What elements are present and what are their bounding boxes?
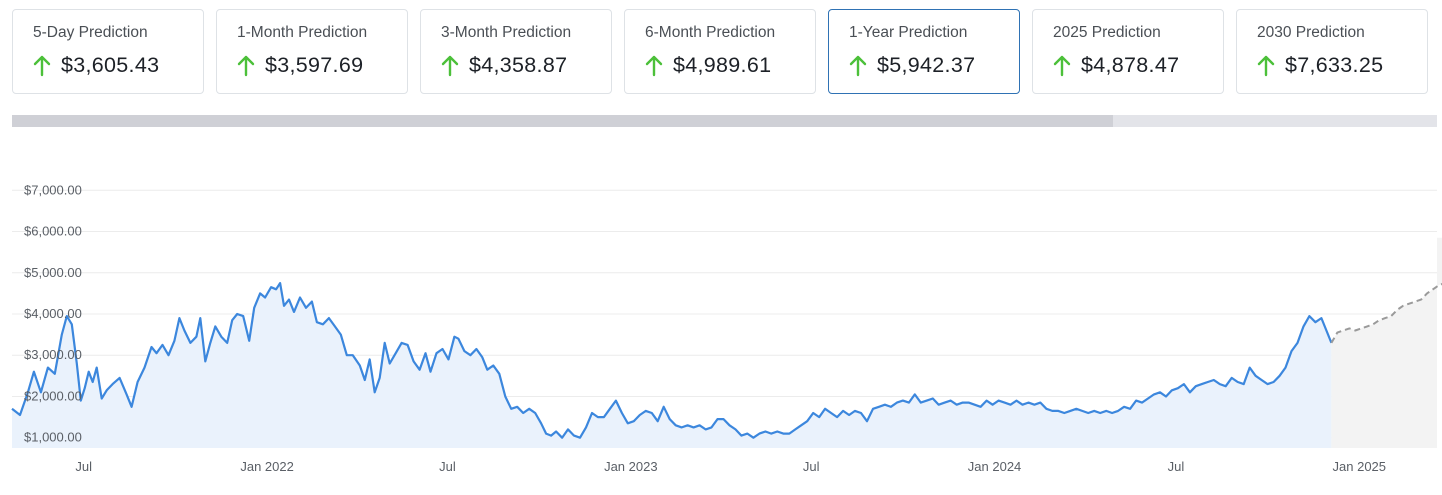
card-row: $4,358.87	[441, 53, 611, 78]
chart-lines	[11, 282, 1442, 439]
card-3-month[interactable]: 3-Month Prediction $4,358.87	[420, 9, 612, 94]
cards-scrollbar[interactable]	[12, 115, 1437, 127]
arrow-up-icon	[1257, 55, 1275, 76]
y-tick-label: $3,000.00	[24, 347, 82, 362]
card-label: 5-Day Prediction	[33, 24, 148, 41]
card-1-year[interactable]: 1-Year Prediction $5,942.37	[828, 9, 1020, 94]
card-2030[interactable]: 2030 Prediction $7,633.25	[1236, 9, 1428, 94]
card-row: $4,989.61	[645, 53, 815, 78]
y-tick-label: $7,000.00	[24, 182, 82, 197]
arrow-up-icon	[849, 55, 867, 76]
arrow-up-icon	[1053, 55, 1071, 76]
arrow-up-icon	[441, 55, 459, 76]
card-value: $3,605.43	[61, 53, 160, 77]
y-tick-label: $2,000.00	[24, 388, 82, 403]
card-label: 2025 Prediction	[1053, 24, 1161, 41]
y-tick-label: $5,000.00	[24, 265, 82, 280]
card-label: 6-Month Prediction	[645, 24, 776, 41]
y-tick-label: $1,000.00	[24, 430, 82, 445]
card-value: $5,942.37	[877, 53, 976, 77]
card-2025[interactable]: 2025 Prediction $4,878.47	[1032, 9, 1224, 94]
forecast-area	[1331, 237, 1442, 448]
card-row: $3,605.43	[33, 53, 203, 78]
history-line	[11, 282, 1333, 439]
card-row: $7,633.25	[1257, 53, 1427, 78]
chart-areas	[12, 237, 1442, 448]
scrollbar-thumb[interactable]	[12, 115, 1113, 127]
card-1-month[interactable]: 1-Month Prediction $3,597.69	[216, 9, 408, 94]
x-tick-label: Jan 2024	[968, 459, 1022, 474]
card-value: $4,878.47	[1081, 53, 1180, 77]
y-tick-label: $6,000.00	[24, 224, 82, 239]
history-area	[12, 283, 1332, 448]
card-row: $3,597.69	[237, 53, 407, 78]
card-row: $4,878.47	[1053, 53, 1223, 78]
arrow-up-icon	[645, 55, 663, 76]
x-tick-label: Jan 2022	[240, 459, 294, 474]
y-tick-label: $4,000.00	[24, 306, 82, 321]
card-value: $7,633.25	[1285, 53, 1384, 77]
card-value: $4,989.61	[673, 53, 772, 77]
x-tick-label: Jul	[75, 459, 92, 474]
x-tick-label: Jan 2023	[604, 459, 658, 474]
price-chart: $1,000.00 $2,000.00 $3,000.00 $4,000.00 $5,0…	[11, 182, 1442, 474]
prediction-cards: 5-Day Prediction $3,605.43 1-Month Predi…	[12, 9, 1428, 94]
card-value: $4,358.87	[469, 53, 568, 77]
card-6-month[interactable]: 6-Month Prediction $4,989.61	[624, 9, 816, 94]
card-label: 2030 Prediction	[1257, 24, 1365, 41]
card-5-day[interactable]: 5-Day Prediction $3,605.43	[12, 9, 204, 94]
x-tick-label: Jul	[439, 459, 456, 474]
arrow-up-icon	[237, 55, 255, 76]
x-axis-ticks: Jul Jan 2022 Jul Jan 2023 Jul Jan 2024 Jul Jan …	[75, 459, 1386, 474]
arrow-up-icon	[33, 55, 51, 76]
x-tick-label: Jul	[1168, 459, 1185, 474]
card-row: $5,942.37	[849, 53, 1019, 78]
x-tick-label: Jul	[803, 459, 820, 474]
card-label: 3-Month Prediction	[441, 24, 572, 41]
y-axis-ticks: $1,000.00 $2,000.00 $3,000.00 $4,000.00 $5,0…	[24, 182, 82, 444]
x-tick-label: Jan 2025	[1333, 459, 1387, 474]
card-label: 1-Year Prediction	[849, 24, 968, 41]
card-value: $3,597.69	[265, 53, 364, 77]
card-label: 1-Month Prediction	[237, 24, 368, 41]
